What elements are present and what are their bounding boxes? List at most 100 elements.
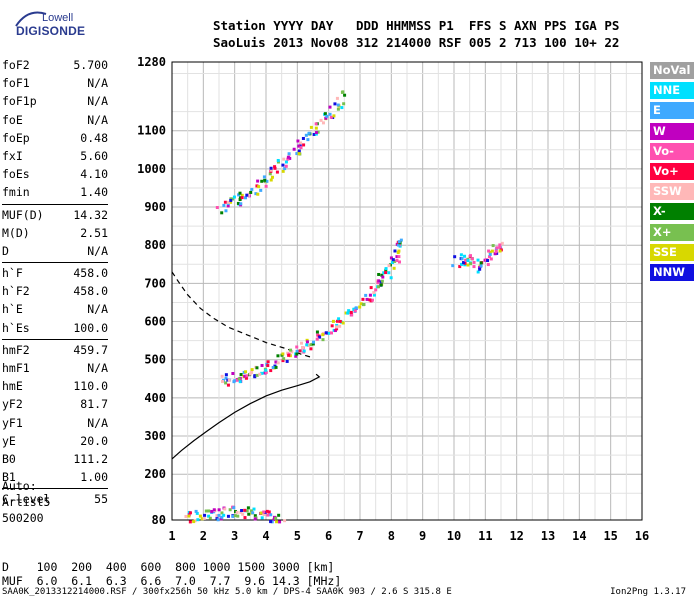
echo-point <box>316 333 320 337</box>
echo-point <box>241 512 245 516</box>
param-name: foE <box>2 112 23 127</box>
param-row-foep: foEp 0.48 <box>2 129 108 147</box>
echo-point <box>285 359 289 363</box>
echo-point <box>389 276 393 280</box>
echo-point <box>337 317 341 321</box>
param-value: 458.0 <box>73 266 108 281</box>
echo-point <box>281 169 285 173</box>
echo-point <box>311 342 315 346</box>
echo-point <box>251 511 255 515</box>
header-labels: Station YYYY DAY DDD HHMMSS P1 FFS S AXN… <box>213 18 620 33</box>
echo-point <box>220 515 224 519</box>
echo-point <box>476 258 480 262</box>
echo-point <box>287 353 291 357</box>
echo-point <box>288 354 292 358</box>
echo-point <box>283 167 287 171</box>
echo-point <box>236 201 240 205</box>
echo-point <box>365 297 369 301</box>
echo-point <box>393 249 397 253</box>
x-tick-label: 14 <box>572 529 586 543</box>
echo-point <box>232 195 236 199</box>
echo-point <box>338 319 342 323</box>
param-value: N/A <box>87 302 108 317</box>
echo-point <box>479 261 483 265</box>
echo-point <box>464 258 468 262</box>
separator <box>2 338 108 340</box>
echo-point <box>221 380 225 384</box>
echo-point <box>376 281 380 285</box>
echo-point <box>359 302 363 306</box>
param-name: yF1 <box>2 415 23 430</box>
x-tick-label: 13 <box>541 529 555 543</box>
echo-point <box>306 138 310 142</box>
echo-point <box>472 265 476 269</box>
echo-point <box>188 520 192 524</box>
echo-point <box>270 175 274 179</box>
echo-point <box>262 510 266 514</box>
param-row-hes: h`Es 100.0 <box>2 319 108 337</box>
echo-point <box>244 376 248 380</box>
echo-point <box>304 133 308 137</box>
echo-point <box>332 114 336 118</box>
echo-point <box>284 160 288 164</box>
legend-item-noval: NoVal <box>650 62 694 79</box>
param-row-fmin: fmin 1.40 <box>2 183 108 201</box>
x-tick-label: 1 <box>168 529 175 543</box>
echo-point <box>246 506 250 510</box>
echo-point <box>321 338 325 342</box>
echo-point <box>287 152 291 156</box>
echo-point <box>358 305 362 309</box>
echo-point <box>269 513 273 517</box>
echo-point <box>202 516 206 520</box>
echo-point <box>300 345 304 349</box>
autoscaling-info: Auto: Artist5 500200 <box>2 478 50 526</box>
separator <box>2 488 108 490</box>
echo-point <box>238 380 242 384</box>
echo-point <box>381 275 385 279</box>
echo-point <box>256 179 260 183</box>
echo-point <box>294 354 298 358</box>
param-value: 111.2 <box>73 451 108 466</box>
param-value: 5.60 <box>80 148 108 163</box>
echo-point <box>249 509 253 513</box>
echo-point <box>347 309 351 313</box>
echo-point <box>250 371 254 375</box>
muf-table: D 100 200 400 600 800 1000 1500 3000 [km… <box>2 560 341 588</box>
echo-point <box>379 283 383 287</box>
echo-point <box>399 238 403 242</box>
param-value: N/A <box>87 243 108 258</box>
legend-item-ssw: SSW <box>650 183 694 201</box>
param-value: 4.10 <box>80 167 108 182</box>
echo-point <box>309 347 313 351</box>
echo-point <box>490 249 494 253</box>
echo-point <box>459 253 463 257</box>
echo-point <box>338 324 342 328</box>
digisonde-logo: Lowell DIGISONDE <box>8 8 85 40</box>
echo-point <box>486 263 490 267</box>
echo-point <box>309 125 313 129</box>
param-value: 458.0 <box>73 284 108 299</box>
echo-point <box>217 508 221 512</box>
echo-point <box>196 518 200 522</box>
echo-point <box>297 152 301 156</box>
x-tick-label: 4 <box>262 529 269 543</box>
echo-point <box>314 126 318 130</box>
y-tick-label: 800 <box>144 238 166 252</box>
echo-point <box>274 360 278 364</box>
echo-point <box>224 373 228 377</box>
echo-point <box>227 378 231 382</box>
echo-point <box>245 374 249 378</box>
echo-point <box>243 374 247 378</box>
logo-arc-icon <box>15 11 47 27</box>
param-name: fmin <box>2 185 30 200</box>
echo-point <box>377 279 381 283</box>
echo-point <box>284 164 288 168</box>
echo-point <box>329 115 333 119</box>
echo-point <box>325 114 329 118</box>
echo-point <box>328 112 332 116</box>
echo-point <box>377 272 381 276</box>
echo-point <box>333 102 337 106</box>
echo-point <box>397 249 401 253</box>
echo-point <box>274 365 278 369</box>
echo-point <box>273 165 277 169</box>
